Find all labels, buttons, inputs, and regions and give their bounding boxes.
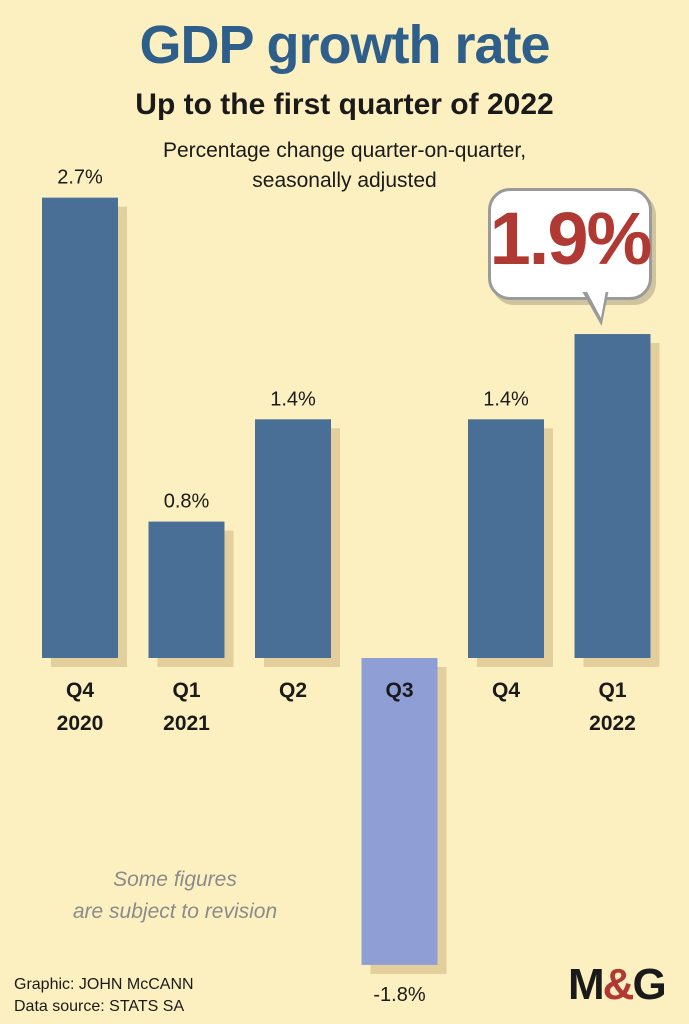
- logo-ampersand: &: [602, 960, 635, 1009]
- tick-label-quarter: Q4: [66, 679, 94, 702]
- logo-m: M: [568, 960, 605, 1009]
- tick-label-quarter: Q1: [598, 679, 626, 702]
- revision-footnote: Some figures are subject to revision: [40, 864, 310, 928]
- data-label: 0.8%: [164, 491, 210, 513]
- tick-label-quarter: Q3: [385, 679, 413, 702]
- bar: [148, 521, 225, 658]
- mg-logo: M&G: [568, 960, 667, 1010]
- tick-label-year: 2022: [589, 712, 636, 735]
- note-line-1: Percentage change quarter-on-quarter,: [162, 139, 527, 162]
- bar: [468, 419, 544, 658]
- bar: [42, 197, 118, 658]
- logo-g: G: [632, 960, 666, 1009]
- chart-subtitle: Up to the first quarter of 2022: [135, 88, 554, 121]
- tick-label-quarter: Q2: [279, 679, 307, 702]
- callout-value: 1.9%: [489, 197, 653, 280]
- data-source-credit: Data source: STATS SA: [14, 998, 185, 1015]
- tick-label-year: 2020: [57, 712, 104, 735]
- data-label: 1.4%: [483, 388, 529, 410]
- tick-label-quarter: Q4: [492, 679, 520, 702]
- data-label: 1.4%: [270, 388, 316, 410]
- data-label: 2.7%: [57, 167, 103, 189]
- bar: [361, 658, 438, 965]
- data-label: -1.8%: [373, 984, 425, 1006]
- graphic-credit: Graphic: JOHN McCANN: [14, 976, 194, 993]
- bar: [255, 419, 331, 658]
- bar: [574, 334, 651, 658]
- callout-bubble: [488, 188, 652, 300]
- tick-label-quarter: Q1: [172, 679, 200, 702]
- revision-line-2: are subject to revision: [72, 900, 278, 923]
- chart-title: GDP growth rate: [139, 15, 550, 75]
- chart-note: Percentage change quarter-on-quarter, se…: [0, 136, 689, 196]
- tick-label-year: 2021: [163, 712, 210, 735]
- note-line-2: seasonally adjusted: [252, 169, 437, 192]
- revision-line-1: Some figures: [113, 868, 237, 891]
